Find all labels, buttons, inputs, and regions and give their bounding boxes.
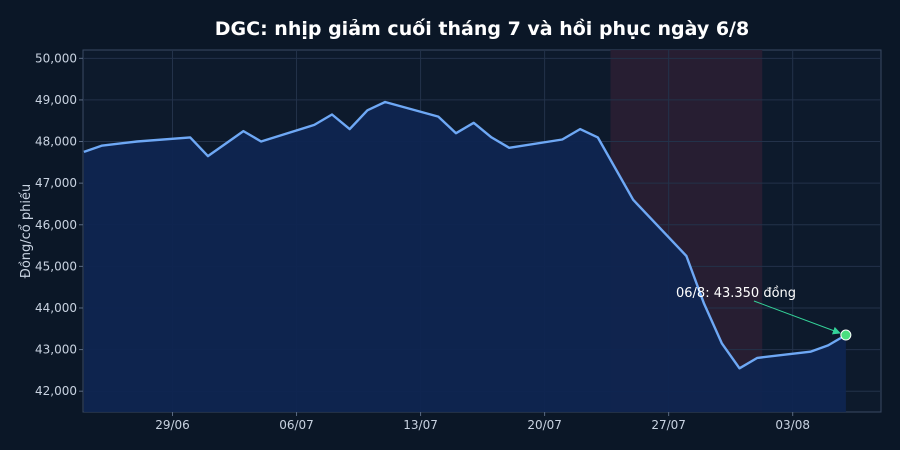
y-tick-label: 43,000	[35, 343, 77, 357]
y-tick-label: 47,000	[35, 176, 77, 190]
chart-title: DGC: nhịp giảm cuối tháng 7 và hồi phục …	[215, 17, 749, 40]
x-tick-label: 03/08	[775, 418, 810, 432]
x-tick-label: 20/07	[527, 418, 562, 432]
annotation-label: 06/8: 43.350 đồng	[676, 286, 796, 301]
x-tick-label: 06/07	[279, 418, 314, 432]
latest-point-marker	[840, 329, 852, 341]
area-fill	[83, 102, 846, 412]
y-tick-label: 48,000	[35, 135, 77, 149]
price-line	[83, 100, 847, 370]
y-tick-label: 44,000	[35, 301, 77, 315]
y-tick-label: 50,000	[35, 51, 77, 65]
y-tick-label: 42,000	[35, 384, 77, 398]
x-tick-label: 27/07	[651, 418, 686, 432]
y-tick-label: 46,000	[35, 218, 77, 232]
x-tick-label: 29/06	[155, 418, 190, 432]
x-tick-label: 13/07	[403, 418, 438, 432]
y-tick-label: 45,000	[35, 259, 77, 273]
y-axis-label: Đồng/cổ phiếu	[19, 184, 34, 278]
annotation-arrow	[753, 300, 841, 335]
y-tick-label: 49,000	[35, 93, 77, 107]
